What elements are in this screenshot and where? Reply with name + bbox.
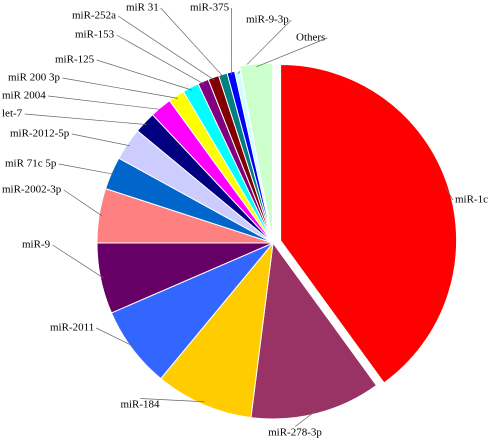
leader-line: [160, 7, 224, 78]
pie-slice: [160, 241, 274, 419]
slice-label: miR-2011: [50, 322, 94, 334]
leader-line: [295, 410, 317, 427]
slice-label: miR 31: [126, 2, 159, 14]
slice-label: miR-184: [120, 399, 160, 411]
slice-label: miR-9-3p: [246, 14, 289, 26]
leader-line: [48, 95, 163, 111]
leader-line: [24, 113, 147, 125]
slice-label: miR-375: [190, 2, 230, 14]
pie-slice: [250, 241, 378, 420]
slice-label: Others: [296, 32, 325, 44]
leader-line: [96, 327, 135, 348]
leader-line: [71, 133, 130, 147]
leader-line: [62, 77, 179, 99]
leader-line: [63, 189, 103, 217]
slice-label: miR-1c: [455, 194, 488, 206]
leader-line: [117, 15, 215, 81]
slice-label: miR-153: [75, 29, 115, 41]
leader-line: [140, 398, 205, 403]
pie-slice: [280, 64, 458, 384]
slice-label: miR-252a: [72, 10, 116, 22]
slice-label: miR-2002-3p: [2, 184, 62, 196]
leader-line: [116, 34, 205, 85]
leader-line: [52, 244, 104, 279]
slice-label: miR-125: [55, 54, 95, 66]
slice-label: miR-9: [22, 239, 51, 251]
pie-slice: [239, 62, 274, 240]
slice-label: miR 71c 5p: [5, 158, 57, 170]
slice-label: miR-278-3p: [268, 427, 322, 439]
slice-label: miR 2004: [2, 90, 46, 102]
slice-label: miR-2012-5p: [10, 128, 70, 140]
leader-line: [96, 59, 193, 91]
slice-label: let-7: [2, 108, 23, 120]
leader-line: [58, 163, 115, 175]
leader-line: [444, 186, 454, 201]
slice-label: miR 200 3p: [8, 72, 60, 84]
leader-line: [256, 37, 328, 68]
